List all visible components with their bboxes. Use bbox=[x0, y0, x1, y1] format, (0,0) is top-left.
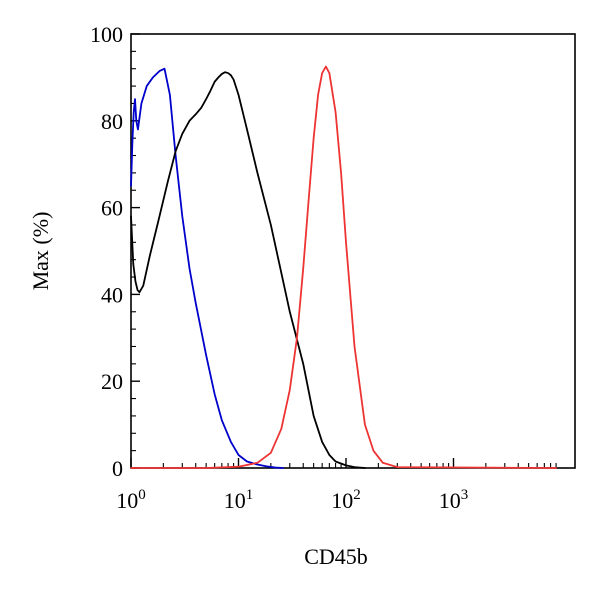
y-tick-label: 60 bbox=[101, 196, 123, 221]
x-tick-label: 101 bbox=[224, 487, 254, 513]
y-tick-label: 0 bbox=[112, 456, 123, 481]
x-tick-label: 100 bbox=[116, 487, 146, 513]
y-axis-ticks: 0 20 40 60 80 100 bbox=[90, 22, 140, 481]
y-tick-label: 100 bbox=[90, 22, 123, 47]
series-line-2 bbox=[130, 71, 366, 469]
series-layer bbox=[130, 65, 557, 469]
series-line-3 bbox=[130, 65, 557, 469]
x-axis-label: CD45b bbox=[304, 544, 368, 569]
series-line-1 bbox=[130, 67, 285, 469]
y-tick-label: 80 bbox=[101, 109, 123, 134]
x-tick-label: 103 bbox=[439, 487, 469, 513]
y-tick-label: 40 bbox=[101, 282, 123, 307]
y-tick-label: 20 bbox=[101, 369, 123, 394]
x-axis-ticks: 100 101 102 103 bbox=[116, 458, 557, 513]
y-axis-label: Max (%) bbox=[28, 212, 53, 291]
x-tick-label: 102 bbox=[331, 487, 361, 513]
plot-frame bbox=[130, 33, 576, 469]
